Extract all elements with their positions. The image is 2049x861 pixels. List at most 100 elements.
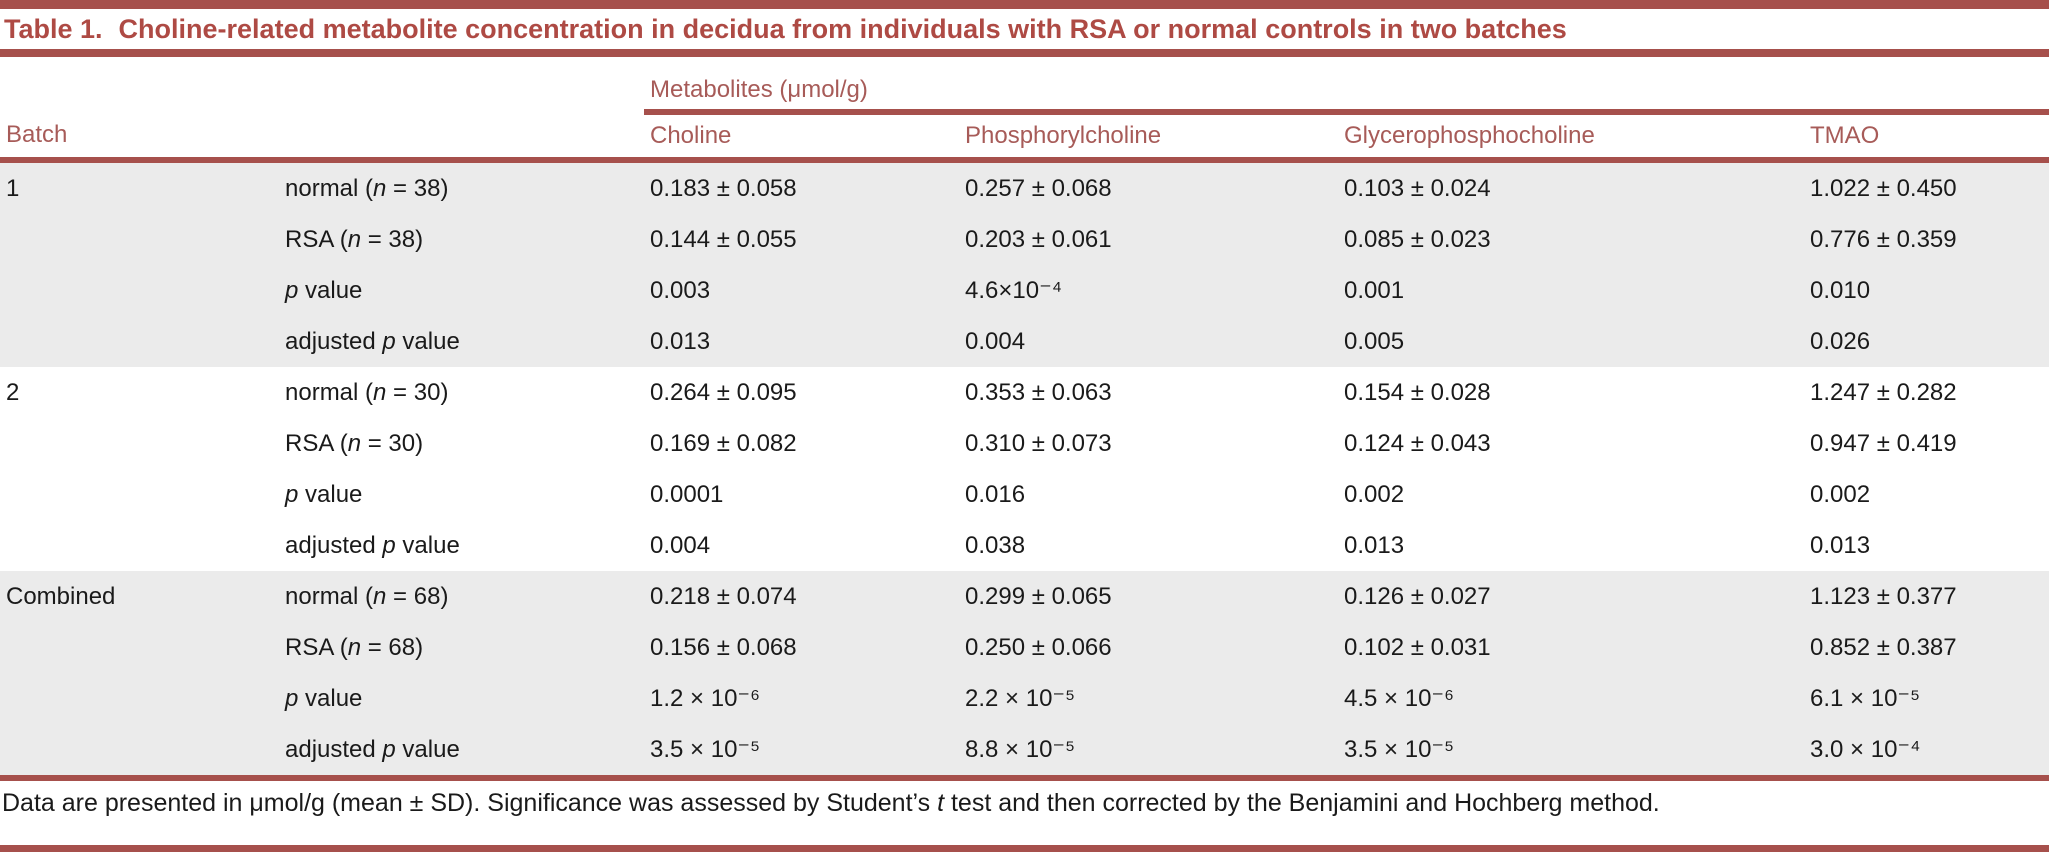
table-title-text: Choline-related metabolite concentration… [118,14,1567,44]
value-cell: 0.013 [1810,531,1871,559]
value-cell: 4.5 × 10⁻⁶ [1338,673,1804,724]
row-label-cell: adjusted p value [279,724,644,775]
value-cell: 0.144 ± 0.055 [644,214,959,265]
table-row: p value 0.003 4.6×10⁻⁴ 0.001 0.010 [0,265,2049,316]
footer-divider [0,775,2049,781]
value-cell: 0.154 ± 0.028 [1344,378,1491,406]
batch-cell: 2 [6,378,20,406]
value-cell: 0.353 ± 0.063 [965,378,1112,406]
spanner-spacer [0,57,644,112]
batch-cell [0,316,279,367]
value-cell: 1.2 × 10⁻⁶ [644,673,959,724]
value-cell: 0.257 ± 0.068 [959,160,1338,214]
row-label-cell: p value [279,673,644,724]
value-cell: 0.310 ± 0.073 [965,429,1112,457]
value-cell: 0.776 ± 0.359 [1804,214,2049,265]
title-divider [0,49,2049,57]
batch-cell [0,724,279,775]
value-cell: 0.126 ± 0.027 [1338,571,1804,622]
spanner-row: Metabolites (μmol/g) [0,57,2049,115]
value-cell: 1.247 ± 0.282 [1810,378,1957,406]
value-cell: 6.1 × 10⁻⁵ [1804,673,2049,724]
value-cell: 0.004 [959,316,1338,367]
table-row: p value 0.0001 0.016 0.002 0.002 [0,469,2049,520]
row-label-cell: RSA (n = 38) [279,214,644,265]
value-cell: 0.038 [965,531,1026,559]
column-header-tmao: TMAO [1804,112,2049,163]
table-row: adjusted p value 3.5 × 10⁻⁵ 8.8 × 10⁻⁵ 3.5 … [0,724,2049,775]
table-row: p value 1.2 × 10⁻⁶ 2.2 × 10⁻⁵ 4.5 × 10⁻⁶ 6.1… [0,673,2049,724]
batch-cell [0,418,279,469]
value-cell: 0.002 [1810,480,1871,508]
batch-cell: Combined [0,571,279,622]
value-cell: 0.183 ± 0.058 [644,160,959,214]
row-label-cell: RSA (n = 68) [279,622,644,673]
value-cell: 0.299 ± 0.065 [959,571,1338,622]
row-label-cell: p value [279,265,644,316]
value-cell: 0.169 ± 0.082 [650,429,797,457]
value-cell: 1.123 ± 0.377 [1804,571,2049,622]
table-row: adjusted p value 0.013 0.004 0.005 0.026 [0,316,2049,367]
value-cell: 0.010 [1804,265,2049,316]
value-cell: 0.852 ± 0.387 [1804,622,2049,673]
table-row: RSA (n = 38) 0.144 ± 0.055 0.203 ± 0.061 0.… [0,214,2049,265]
value-cell: 2.2 × 10⁻⁵ [959,673,1338,724]
column-header-group [279,112,644,163]
column-header-batch: Batch [0,112,279,163]
bottom-divider [0,845,2049,852]
row-label-cell: adjusted p value [279,316,644,367]
batch-cell [0,622,279,673]
column-header-row: Batch Choline Phosphorylcholine Glycerop… [0,112,2049,163]
value-cell: 3.5 × 10⁻⁵ [1338,724,1804,775]
row-label-cell: normal (n = 30) [285,378,449,406]
batch-cell [0,214,279,265]
value-cell: 0.004 [650,531,711,559]
table-body: 1 normal (n = 38) 0.183 ± 0.058 0.257 ± 0.0… [0,160,2049,775]
row-label-cell: normal (n = 68) [279,571,644,622]
row-label-cell: p value [285,480,363,508]
value-cell: 1.022 ± 0.450 [1804,160,2049,214]
value-cell: 0.013 [1344,531,1405,559]
value-cell: 0.102 ± 0.031 [1338,622,1804,673]
batch-cell: 1 [0,160,279,214]
value-cell: 0.016 [965,480,1026,508]
value-cell: 0.026 [1804,316,2049,367]
value-cell: 0.103 ± 0.024 [1338,160,1804,214]
table-title-label: Table 1. [4,14,103,44]
value-cell: 0.264 ± 0.095 [650,378,797,406]
value-cell: 0.085 ± 0.023 [1338,214,1804,265]
value-cell: 0.005 [1338,316,1804,367]
value-cell: 0.156 ± 0.068 [644,622,959,673]
value-cell: 8.8 × 10⁻⁵ [959,724,1338,775]
value-cell: 0.002 [1344,480,1405,508]
column-header-glycerophosphocholine: Glycerophosphocholine [1338,112,1804,163]
value-cell: 0.013 [644,316,959,367]
value-cell: 4.6×10⁻⁴ [959,265,1338,316]
batch-cell [0,265,279,316]
value-cell: 0.001 [1338,265,1804,316]
value-cell: 3.5 × 10⁻⁵ [644,724,959,775]
table-row: adjusted p value 0.004 0.038 0.013 0.013 [0,520,2049,571]
value-cell: 0.124 ± 0.043 [1344,429,1491,457]
top-divider [0,0,2049,9]
data-table: Metabolites (μmol/g) Batch Choline Phosp… [0,57,2049,775]
column-header-phosphorylcholine: Phosphorylcholine [959,112,1338,163]
value-cell: 0.947 ± 0.419 [1810,429,1957,457]
table-row: 1 normal (n = 38) 0.183 ± 0.058 0.257 ± 0.0… [0,160,2049,214]
batch-cell [0,520,279,571]
column-header-choline: Choline [644,112,959,163]
row-label-cell: normal (n = 38) [279,160,644,214]
table-title: Table 1. Choline-related metabolite conce… [0,9,2049,49]
footnote: Data are presented in μmol/g (mean ± SD)… [2,789,1660,817]
value-cell: 0.003 [644,265,959,316]
table-row: 2 normal (n = 30) 0.264 ± 0.095 0.353 ± 0.0… [0,367,2049,418]
row-label-cell: adjusted p value [285,531,460,559]
value-cell: 0.0001 [650,480,724,508]
value-cell: 0.250 ± 0.066 [959,622,1338,673]
table-row: RSA (n = 68) 0.156 ± 0.068 0.250 ± 0.066 0.… [0,622,2049,673]
batch-cell [0,673,279,724]
batch-cell [0,469,279,520]
row-label-cell: RSA (n = 30) [285,429,424,457]
value-cell: 0.218 ± 0.074 [644,571,959,622]
value-cell: 0.203 ± 0.061 [959,214,1338,265]
